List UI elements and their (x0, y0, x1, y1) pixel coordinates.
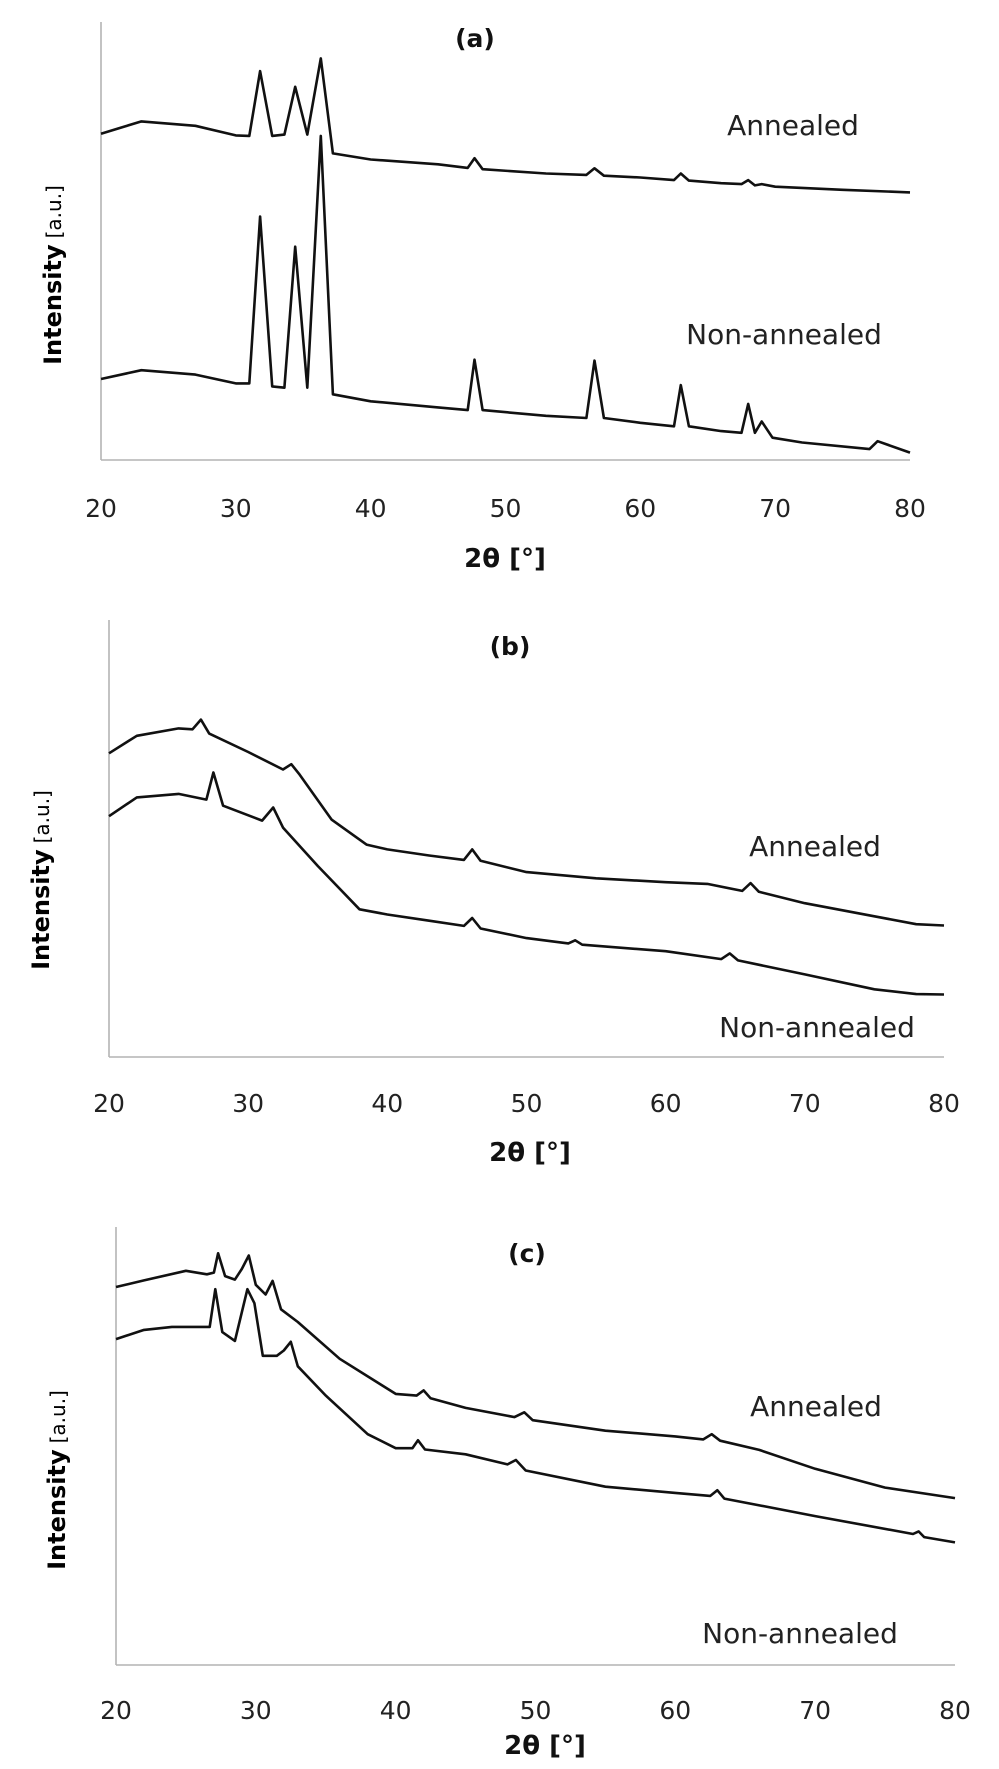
panel-c-non-annealed-label: Non-annealed (702, 1617, 898, 1650)
panel-a: (a) 20 30 40 50 60 70 80 2θ [°] Intensit… (39, 22, 926, 574)
panel-b-annealed-label: Annealed (749, 830, 881, 863)
panel-c-x-tick: 80 (939, 1696, 971, 1725)
panel-c-x-axis-label: 2θ [°] (504, 1731, 586, 1761)
panel-a-annealed-label: Annealed (727, 109, 859, 142)
panel-b-title: (b) (490, 632, 531, 661)
panel-c-non-annealed-trace (115, 1287, 956, 1544)
panel-a-x-tick: 30 (220, 494, 252, 523)
panel-c-x-tick: 60 (659, 1696, 691, 1725)
panel-a-x-tick: 50 (490, 494, 522, 523)
panel-a-x-tick: 80 (894, 494, 926, 523)
panel-c-x-tick-labels: 20 30 40 50 60 70 80 (100, 1696, 971, 1725)
panel-a-non-annealed-trace (100, 134, 911, 454)
panel-b: (b) 20 30 40 50 60 70 80 2θ [°] Intensit… (27, 620, 960, 1168)
panel-b-x-tick: 60 (650, 1089, 682, 1118)
panel-c-y-axis-label-main: Intensity (43, 1449, 71, 1570)
panel-b-non-annealed-trace (108, 771, 945, 996)
panel-b-x-tick: 40 (371, 1089, 403, 1118)
panel-b-x-tick: 80 (928, 1089, 960, 1118)
panel-a-non-annealed-label: Non-annealed (686, 318, 882, 351)
panel-c-title: (c) (508, 1239, 546, 1268)
panel-a-x-tick: 40 (355, 494, 387, 523)
panel-b-x-axis-label: 2θ [°] (489, 1138, 571, 1168)
panel-c: (c) 20 30 40 50 60 70 80 2θ [°] Intensit… (43, 1227, 971, 1761)
panel-c-x-tick: 50 (520, 1696, 552, 1725)
panel-c-annealed-label: Annealed (750, 1390, 882, 1423)
panel-c-annealed-trace (115, 1252, 956, 1500)
panel-c-x-tick: 30 (240, 1696, 272, 1725)
panel-b-y-axis-label-main: Intensity (27, 849, 55, 970)
panel-a-title: (a) (455, 24, 495, 53)
panel-c-y-axis-label-unit: [a.u.] (46, 1390, 70, 1443)
panel-b-x-tick: 20 (93, 1089, 125, 1118)
panel-b-annealed-trace (108, 718, 945, 927)
panel-a-x-tick: 20 (85, 494, 117, 523)
panel-c-x-tick: 70 (799, 1696, 831, 1725)
panel-a-x-axis-label: 2θ [°] (464, 544, 546, 574)
panel-b-y-axis-label-unit: [a.u.] (30, 790, 54, 843)
panel-a-x-tick: 60 (624, 494, 656, 523)
panel-b-non-annealed-label: Non-annealed (719, 1011, 915, 1044)
panel-a-y-axis-label-main: Intensity (39, 244, 67, 365)
panel-c-x-tick: 20 (100, 1696, 132, 1725)
panel-c-y-axis-label: Intensity [a.u.] (43, 1390, 71, 1570)
panel-a-y-axis-label-unit: [a.u.] (42, 185, 66, 238)
panel-b-y-axis-label: Intensity [a.u.] (27, 790, 55, 970)
panel-a-x-tick-labels: 20 30 40 50 60 70 80 (85, 494, 926, 523)
panel-a-y-axis-label: Intensity [a.u.] (39, 185, 67, 365)
panel-c-x-tick: 40 (380, 1696, 412, 1725)
panel-a-annealed-trace (100, 57, 911, 194)
panel-b-x-tick: 50 (511, 1089, 543, 1118)
panel-a-x-tick: 70 (759, 494, 791, 523)
panel-b-x-tick: 30 (232, 1089, 264, 1118)
panel-b-x-tick-labels: 20 30 40 50 60 70 80 (93, 1089, 960, 1118)
panel-b-x-tick: 70 (789, 1089, 821, 1118)
